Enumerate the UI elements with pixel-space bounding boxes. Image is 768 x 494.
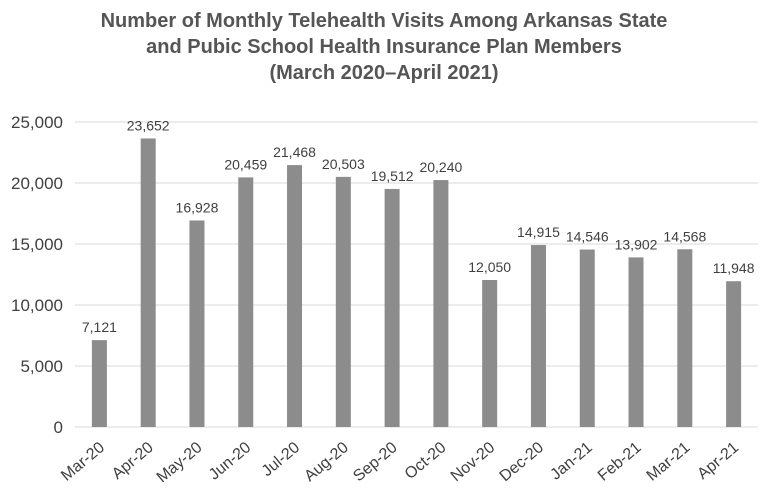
data-label: 16,928 (176, 199, 219, 215)
data-label: 7,121 (82, 319, 117, 335)
data-label: 19,512 (371, 168, 414, 184)
x-tick-label: May-20 (154, 439, 206, 486)
bar (677, 249, 693, 427)
x-tick-label: Dec-20 (497, 439, 548, 485)
chart-title-line-3: (March 2020–April 2021) (269, 62, 499, 84)
data-label: 14,546 (566, 229, 609, 245)
y-tick-label: 15,000 (11, 235, 63, 254)
bar (140, 138, 156, 427)
y-tick-label: 0 (54, 418, 63, 437)
x-tick-label: Jan-21 (547, 439, 595, 484)
x-tick-label: Aug-20 (301, 439, 352, 485)
data-label: 11,948 (713, 260, 755, 276)
bar (189, 220, 205, 427)
gridlines (75, 121, 758, 428)
y-axis-ticks: 0 5,000 10,000 15,000 20,000 25,000 (11, 113, 63, 437)
x-tick-label: Mar-21 (644, 439, 694, 485)
data-label: 20,459 (224, 156, 267, 172)
bars (91, 138, 742, 427)
x-tick-label: Apr-20 (109, 439, 157, 483)
data-label: 21,468 (273, 144, 316, 160)
x-tick-label: Apr-21 (694, 439, 742, 483)
bar (91, 340, 107, 427)
x-tick-label: Sep-20 (350, 439, 401, 485)
bar (433, 180, 449, 427)
chart-title-line-1: Number of Monthly Telehealth Visits Amon… (100, 10, 668, 32)
bar (726, 281, 742, 427)
bar (384, 188, 400, 427)
bar (238, 177, 254, 427)
data-label: 14,915 (517, 224, 560, 240)
data-label: 20,240 (419, 159, 462, 175)
data-label: 14,568 (663, 228, 706, 244)
y-tick-label: 10,000 (11, 296, 63, 315)
data-labels: 7,121 23,652 16,928 20,459 21,468 20,503 19,51… (82, 117, 755, 335)
data-label: 12,050 (468, 259, 511, 275)
bar (579, 249, 595, 427)
bar (482, 279, 498, 427)
bar (335, 176, 351, 427)
y-tick-label: 25,000 (11, 113, 63, 132)
bar (530, 245, 546, 427)
data-label: 13,902 (615, 236, 658, 252)
x-tick-label: Oct-20 (402, 439, 450, 483)
y-tick-label: 20,000 (11, 174, 63, 193)
chart-title: Number of Monthly Telehealth Visits Amon… (0, 8, 768, 86)
x-tick-label: Mar-20 (58, 439, 108, 485)
bar (628, 257, 644, 427)
x-tick-label: Jul-20 (259, 439, 303, 480)
chart-title-line-2: and Pubic School Health Insurance Plan M… (146, 36, 622, 58)
x-tick-label: Jun-20 (206, 439, 254, 484)
x-tick-label: Nov-20 (448, 439, 499, 485)
x-tick-label: Feb-21 (595, 439, 645, 485)
bar (287, 165, 303, 427)
y-tick-label: 5,000 (20, 357, 63, 376)
data-label: 20,503 (322, 156, 365, 172)
data-label: 23,652 (127, 117, 170, 133)
